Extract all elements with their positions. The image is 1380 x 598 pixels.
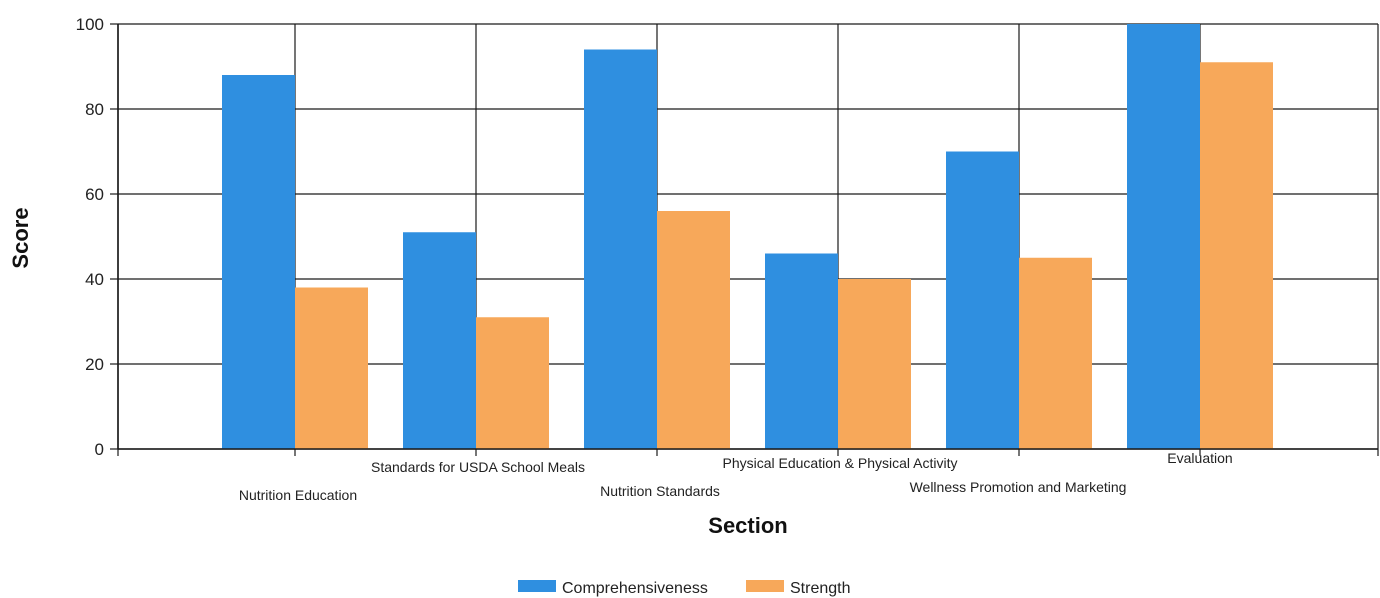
y-tick-label: 40 — [85, 270, 104, 289]
bar-comprehensiveness-3 — [765, 253, 838, 449]
x-tick-label: Nutrition Education — [239, 487, 357, 503]
y-tick-label: 20 — [85, 355, 104, 374]
bar-comprehensiveness-1 — [403, 232, 476, 449]
bar-comprehensiveness-5 — [1127, 24, 1200, 449]
bar-strength-0 — [295, 287, 368, 449]
axes — [110, 23, 1379, 456]
y-tick-label: 0 — [95, 440, 104, 459]
legend-label: Comprehensiveness — [562, 580, 708, 597]
bar-strength-4 — [1019, 257, 1092, 449]
legend: Comprehensiveness Strength — [518, 580, 850, 597]
y-tick-label: 100 — [76, 15, 104, 34]
bar-comprehensiveness-2 — [584, 49, 657, 449]
bar-comprehensiveness-0 — [222, 75, 295, 449]
bar-strength-1 — [476, 317, 549, 449]
bars — [222, 24, 1273, 449]
labels: 0 20 40 60 80 100 Nutrition Education Standards… — [76, 15, 1233, 503]
y-axis-title: Score — [8, 207, 33, 268]
bar-strength-3 — [838, 279, 911, 449]
x-tick-label: Physical Education & Physical Activity — [723, 455, 958, 471]
x-axis-title: Section — [708, 513, 787, 538]
y-tick-label: 80 — [85, 100, 104, 119]
bar-comprehensiveness-4 — [946, 151, 1019, 449]
y-tick-label: 60 — [85, 185, 104, 204]
x-tick-label: Evaluation — [1167, 450, 1232, 466]
x-tick-label: Wellness Promotion and Marketing — [910, 479, 1127, 495]
legend-swatch-comprehensiveness — [518, 580, 556, 592]
legend-label: Strength — [790, 580, 850, 597]
x-tick-label: Nutrition Standards — [600, 483, 720, 499]
bar-strength-5 — [1200, 62, 1273, 449]
bar-strength-2 — [657, 211, 730, 449]
legend-swatch-strength — [746, 580, 784, 592]
x-tick-label: Standards for USDA School Meals — [371, 459, 585, 475]
